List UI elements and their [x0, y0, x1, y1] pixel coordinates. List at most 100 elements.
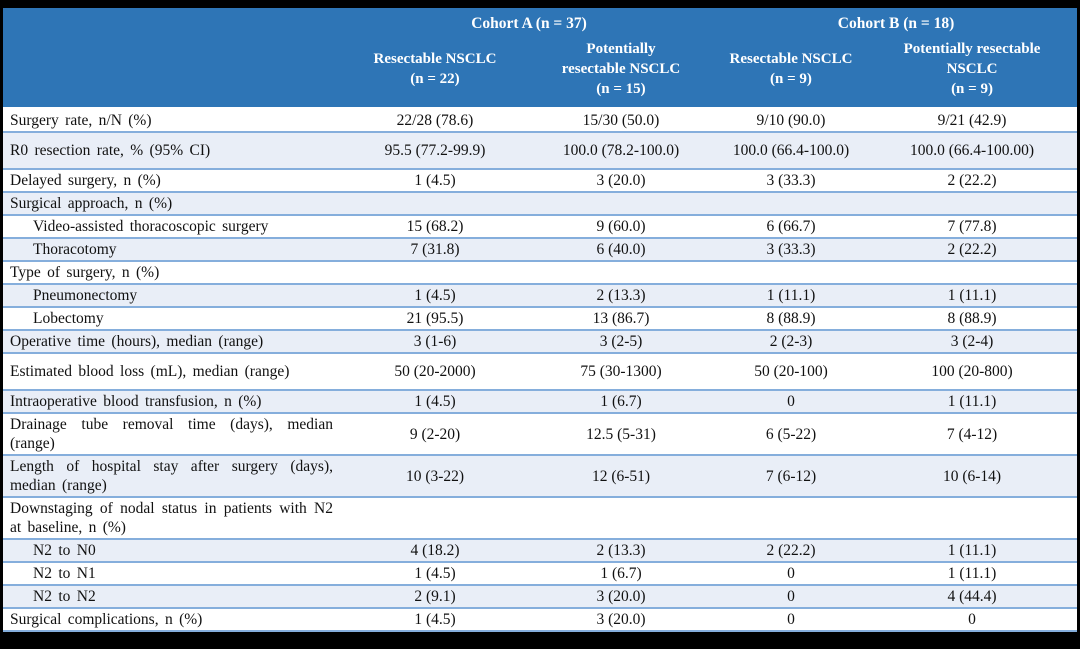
- cell-value: [715, 497, 867, 540]
- table-row: Pneumonectomy 1 (4.5) 2 (13.3) 1 (11.1) …: [3, 284, 1078, 308]
- row-label: Pneumonectomy: [3, 284, 343, 308]
- cell-value: 1 (4.5): [343, 284, 527, 308]
- row-label: N2 to N2: [3, 585, 343, 609]
- cell-value: 1 (6.7): [527, 562, 715, 586]
- cell-value: [867, 261, 1078, 285]
- table-row: Operative time (hours), median (range) 3…: [3, 330, 1078, 354]
- corner-cell: [3, 8, 343, 37]
- row-label: Delayed surgery, n (%): [3, 169, 343, 193]
- cell-value: 2 (22.2): [867, 169, 1078, 193]
- cell-value: [867, 192, 1078, 216]
- cohort-b-header: Cohort B (n = 18): [715, 8, 1078, 37]
- table-row: Downstaging of nodal status in patients …: [3, 497, 1078, 540]
- cell-value: 6 (40.0): [527, 238, 715, 262]
- cell-value: 7 (6-12): [715, 455, 867, 498]
- outcomes-table-frame: Cohort A (n = 37) Cohort B (n = 18) Rese…: [3, 8, 1078, 632]
- cell-value: 100.0 (66.4-100.00): [867, 132, 1078, 170]
- cell-value: 1 (4.5): [343, 562, 527, 586]
- column-header-row: Resectable NSCLC (n = 22) Potentially re…: [3, 37, 1078, 110]
- table-row: Estimated blood loss (mL), median (range…: [3, 353, 1078, 391]
- cell-value: 15 (68.2): [343, 215, 527, 239]
- table-row: Surgery rate, n/N (%) 22/28 (78.6) 15/30…: [3, 108, 1078, 133]
- cell-value: 3 (33.3): [715, 238, 867, 262]
- cell-value: 22/28 (78.6): [343, 108, 527, 133]
- cell-value: 3 (20.0): [527, 169, 715, 193]
- cell-value: 12 (6-51): [527, 455, 715, 498]
- cell-value: 3 (20.0): [527, 585, 715, 609]
- cell-value: 2 (22.2): [715, 539, 867, 563]
- cell-value: 1 (4.5): [343, 169, 527, 193]
- table-body: Surgery rate, n/N (%) 22/28 (78.6) 15/30…: [3, 108, 1078, 632]
- cell-value: [343, 497, 527, 540]
- cell-value: [527, 261, 715, 285]
- corner-cell: [3, 37, 343, 110]
- row-label: R0 resection rate, % (95% CI): [3, 132, 343, 170]
- cell-value: 100 (20-800): [867, 353, 1078, 391]
- cell-value: 8 (88.9): [715, 307, 867, 331]
- row-label: Type of surgery, n (%): [3, 261, 343, 285]
- table-row: N2 to N0 4 (18.2) 2 (13.3) 2 (22.2) 1 (1…: [3, 539, 1078, 563]
- table-row: Type of surgery, n (%): [3, 261, 1078, 285]
- cell-value: 100.0 (78.2-100.0): [527, 132, 715, 170]
- cell-value: 2 (2-3): [715, 330, 867, 354]
- cell-value: 0: [715, 585, 867, 609]
- cell-value: 12.5 (5-31): [527, 413, 715, 456]
- cell-value: [867, 497, 1078, 540]
- cell-value: 9/10 (90.0): [715, 108, 867, 133]
- cell-value: 2 (22.2): [867, 238, 1078, 262]
- column-header-resectable-a: Resectable NSCLC (n = 22): [343, 37, 527, 110]
- cell-value: 21 (95.5): [343, 307, 527, 331]
- cell-value: 7 (31.8): [343, 238, 527, 262]
- cell-value: 1 (11.1): [715, 284, 867, 308]
- cell-value: 3 (20.0): [527, 608, 715, 632]
- cell-value: 3 (33.3): [715, 169, 867, 193]
- cell-value: 3 (2-5): [527, 330, 715, 354]
- table-row: Delayed surgery, n (%) 1 (4.5) 3 (20.0) …: [3, 169, 1078, 193]
- cell-value: [343, 192, 527, 216]
- cell-value: [715, 192, 867, 216]
- cell-value: 0: [715, 608, 867, 632]
- table-row: Drainage tube removal time (days), media…: [3, 413, 1078, 456]
- cell-value: 7 (77.8): [867, 215, 1078, 239]
- cell-value: 9/21 (42.9): [867, 108, 1078, 133]
- row-label: Drainage tube removal time (days), media…: [3, 413, 343, 456]
- row-label: Surgical complications, n (%): [3, 608, 343, 632]
- cell-value: 1 (11.1): [867, 562, 1078, 586]
- cell-value: 100.0 (66.4-100.0): [715, 132, 867, 170]
- cell-value: 9 (60.0): [527, 215, 715, 239]
- cell-value: 7 (4-12): [867, 413, 1078, 456]
- cell-value: 4 (18.2): [343, 539, 527, 563]
- table-row: Thoracotomy 7 (31.8) 6 (40.0) 3 (33.3) 2…: [3, 238, 1078, 262]
- table-row: N2 to N1 1 (4.5) 1 (6.7) 0 1 (11.1): [3, 562, 1078, 586]
- cell-value: 1 (6.7): [527, 390, 715, 414]
- row-label: Downstaging of nodal status in patients …: [3, 497, 343, 540]
- table-row: Surgical complications, n (%) 1 (4.5) 3 …: [3, 608, 1078, 632]
- cell-value: 9 (2-20): [343, 413, 527, 456]
- column-header-resectable-b: Resectable NSCLC (n = 9): [715, 37, 867, 110]
- cell-value: 8 (88.9): [867, 307, 1078, 331]
- cell-value: 2 (13.3): [527, 539, 715, 563]
- cell-value: [715, 261, 867, 285]
- row-label: N2 to N1: [3, 562, 343, 586]
- row-label: Lobectomy: [3, 307, 343, 331]
- cell-value: 1 (4.5): [343, 390, 527, 414]
- row-label: Thoracotomy: [3, 238, 343, 262]
- cell-value: 1 (11.1): [867, 284, 1078, 308]
- row-label: Surgery rate, n/N (%): [3, 108, 343, 133]
- cell-value: 1 (11.1): [867, 539, 1078, 563]
- cohort-a-header: Cohort A (n = 37): [343, 8, 715, 37]
- cell-value: 3 (1-6): [343, 330, 527, 354]
- row-label: Intraoperative blood transfusion, n (%): [3, 390, 343, 414]
- cell-value: 10 (3-22): [343, 455, 527, 498]
- cell-value: 15/30 (50.0): [527, 108, 715, 133]
- cell-value: 0: [715, 562, 867, 586]
- cell-value: 4 (44.4): [867, 585, 1078, 609]
- row-label: Estimated blood loss (mL), median (range…: [3, 353, 343, 391]
- cell-value: 13 (86.7): [527, 307, 715, 331]
- row-label: Video-assisted thoracoscopic surgery: [3, 215, 343, 239]
- table-row: Video-assisted thoracoscopic surgery 15 …: [3, 215, 1078, 239]
- cell-value: 10 (6-14): [867, 455, 1078, 498]
- cohort-header-row: Cohort A (n = 37) Cohort B (n = 18): [3, 8, 1078, 37]
- cell-value: [343, 261, 527, 285]
- cell-value: 50 (20-100): [715, 353, 867, 391]
